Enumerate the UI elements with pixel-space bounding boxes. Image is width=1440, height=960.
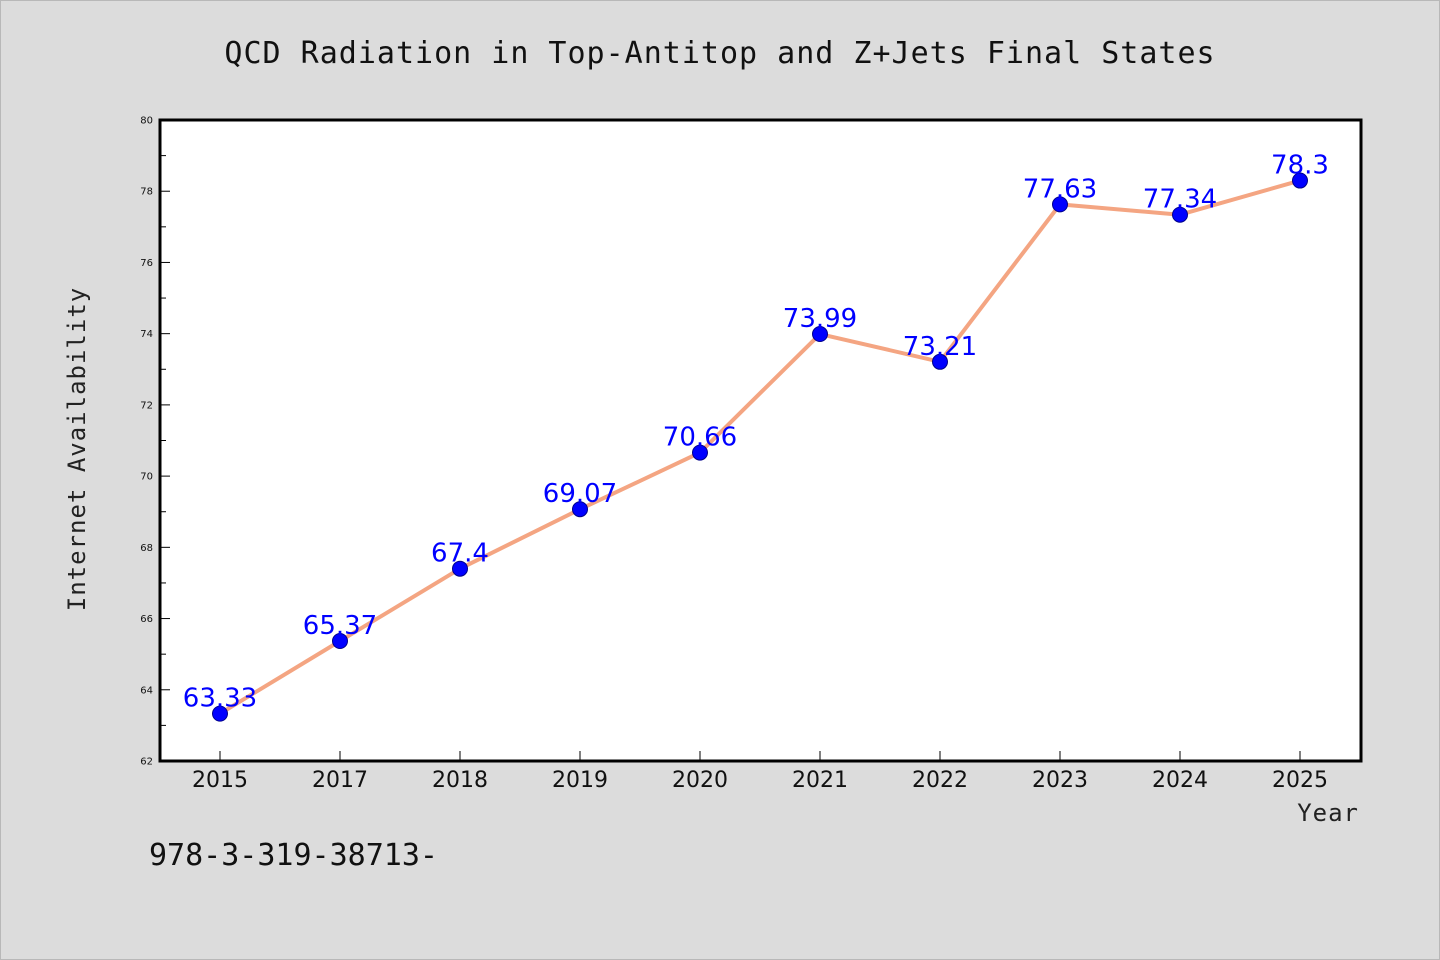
x-axis-label: Year [1297,799,1359,827]
y-tick-label: 64 [140,685,153,696]
plot-area [158,118,1363,763]
x-axis-ticks: 2015 2017 2018 2019 2020 2021 2022 2023 2024 2025 [192,751,1328,793]
y-axis-label: Internet Availability [63,287,91,611]
x-tick-label: 2018 [432,768,488,793]
x-tick-label: 2025 [1272,768,1328,793]
y-tick-label: 76 [140,258,153,269]
y-tick-label: 74 [140,329,153,340]
data-point [1052,196,1068,213]
y-tick-label: 70 [140,472,153,483]
data-point [692,444,708,461]
x-tick-label: 2019 [552,768,608,793]
y-tick-label: 80 [140,116,153,127]
data-label: 78.3 [1271,151,1329,181]
y-tick-label: 72 [140,400,153,411]
data-series [212,172,1308,722]
y-tick-label: 62 [140,757,153,768]
x-tick-label: 2023 [1032,768,1088,793]
data-point [812,326,828,343]
data-label: 67.4 [431,539,489,569]
data-label: 63.33 [183,684,257,714]
data-label: 65.37 [303,611,377,641]
y-tick-label: 66 [140,614,153,625]
footer-text: 978-3-319-38713- [149,838,438,873]
x-tick-label: 2021 [792,768,848,793]
x-tick-label: 2022 [912,768,968,793]
data-point [332,632,348,649]
x-tick-label: 2024 [1152,768,1208,793]
y-tick-label: 78 [140,187,153,198]
data-label: 77.34 [1143,185,1217,215]
data-label: 70.66 [663,423,737,453]
data-label: 73.99 [783,304,857,334]
data-label: 77.63 [1023,174,1097,204]
series-line [218,178,1301,716]
data-label: 69.07 [543,479,617,509]
x-tick-label: 2015 [192,768,248,793]
data-label: 73.21 [903,332,977,362]
data-point [932,353,948,370]
data-point [452,560,468,577]
data-labels: 63.33 65.37 67.4 69.07 70.66 73.99 73.21 77.63 7… [183,151,1329,714]
data-point [1292,172,1308,189]
y-tick-label: 68 [140,543,153,554]
y-axis-ticks: 62 64 66 68 70 72 74 76 78 80 [140,116,170,768]
chart-title: QCD Radiation in Top-Antitop and Z+Jets … [224,36,1215,71]
data-point [572,501,588,518]
data-point [212,705,228,722]
data-point [1172,206,1188,223]
x-tick-label: 2020 [672,768,728,793]
x-tick-label: 2017 [312,768,368,793]
